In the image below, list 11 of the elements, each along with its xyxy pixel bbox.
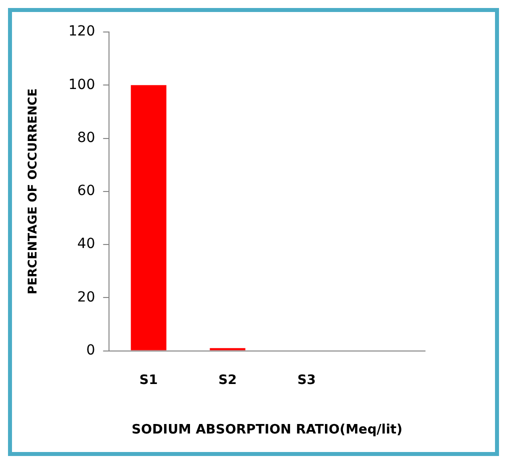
x-tick-label: S3 — [297, 372, 316, 388]
y-tick-label: 60 — [77, 183, 96, 200]
y-tick-label: 20 — [77, 289, 96, 306]
y-axis-title: PERCENTAGE OF OCCURRENCE — [25, 88, 40, 294]
y-tick-label: 120 — [68, 24, 96, 40]
x-tick-label: S2 — [218, 372, 237, 388]
y-tick-label: 80 — [77, 130, 96, 146]
y-tick-label: 40 — [77, 236, 96, 252]
x-tick-label: S1 — [139, 372, 158, 388]
y-tick-label: 100 — [68, 76, 96, 93]
y-tick-label: 0 — [86, 342, 96, 358]
